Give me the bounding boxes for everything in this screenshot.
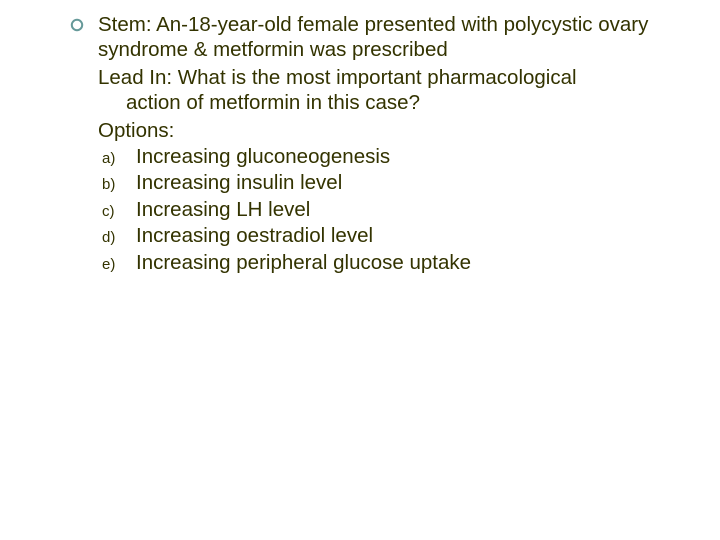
option-text: Increasing gluconeogenesis — [136, 144, 660, 169]
option-letter: c) — [102, 203, 136, 222]
option-letter: b) — [102, 176, 136, 195]
option-row: d) Increasing oestradiol level — [98, 223, 660, 248]
option-letter: e) — [102, 256, 136, 275]
options-label: Options: — [98, 118, 660, 143]
option-row: e) Increasing peripheral glucose uptake — [98, 250, 660, 275]
lead-in-line2: action of metformin in this case? — [98, 90, 660, 115]
text-block: Stem: An-18-year-old female presented wi… — [98, 12, 660, 275]
option-text: Increasing insulin level — [136, 170, 660, 195]
option-row: b) Increasing insulin level — [98, 170, 660, 195]
option-letter: a) — [102, 150, 136, 169]
option-letter: d) — [102, 229, 136, 248]
option-text: Increasing LH level — [136, 197, 660, 222]
option-text: Increasing oestradiol level — [136, 223, 660, 248]
stem-text: Stem: An-18-year-old female presented wi… — [98, 12, 660, 63]
content-block: Stem: An-18-year-old female presented wi… — [70, 12, 660, 275]
option-row: c) Increasing LH level — [98, 197, 660, 222]
bullet-circle-icon — [70, 18, 84, 32]
lead-in-line1: Lead In: What is the most important phar… — [98, 65, 660, 90]
slide: Stem: An-18-year-old female presented wi… — [0, 0, 720, 540]
option-row: a) Increasing gluconeogenesis — [98, 144, 660, 169]
option-text: Increasing peripheral glucose uptake — [136, 250, 660, 275]
lead-in: Lead In: What is the most important phar… — [98, 65, 660, 116]
